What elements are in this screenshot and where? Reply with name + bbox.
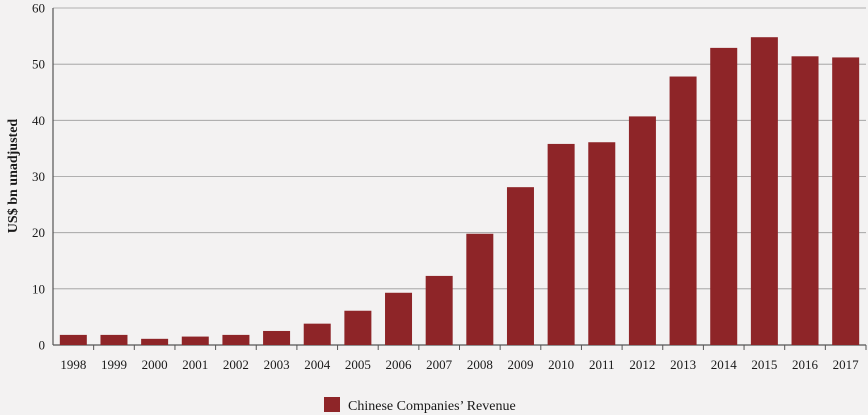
x-tick-label: 2002 bbox=[223, 357, 249, 372]
bar-2008 bbox=[466, 233, 494, 345]
x-tick-label: 2015 bbox=[751, 357, 777, 372]
bar-2017 bbox=[832, 57, 860, 345]
x-tick-label: 2016 bbox=[792, 357, 819, 372]
bar-2011 bbox=[588, 142, 616, 345]
bars bbox=[59, 37, 860, 346]
x-tick-label: 2001 bbox=[182, 357, 208, 372]
y-tick-label: 10 bbox=[32, 281, 45, 296]
bar-2003 bbox=[263, 330, 291, 345]
bar-2004 bbox=[303, 323, 331, 345]
y-tick-label: 30 bbox=[32, 169, 45, 184]
x-tick-label: 2014 bbox=[711, 357, 738, 372]
x-tick-label: 1998 bbox=[60, 357, 86, 372]
bar-2016 bbox=[791, 56, 819, 345]
bar-2000 bbox=[141, 338, 169, 345]
x-tick-label: 1999 bbox=[101, 357, 127, 372]
x-tick-label: 2012 bbox=[629, 357, 655, 372]
y-tick-label: 60 bbox=[32, 1, 45, 16]
legend-label: Chinese Companies’ Revenue bbox=[348, 399, 516, 414]
bar-1998 bbox=[59, 334, 87, 345]
bar-2010 bbox=[547, 143, 575, 345]
y-tick-label: 40 bbox=[32, 113, 45, 128]
x-tick-label: 2009 bbox=[507, 357, 533, 372]
y-axis-title: US$ bn unadjusted bbox=[6, 119, 21, 234]
x-tick-label: 2005 bbox=[345, 357, 371, 372]
x-tick-label: 2011 bbox=[589, 357, 615, 372]
x-tick-label: 2007 bbox=[426, 357, 453, 372]
x-tick-label: 2006 bbox=[386, 357, 413, 372]
bar-2015 bbox=[750, 37, 778, 345]
y-tick-label: 50 bbox=[32, 57, 45, 72]
bar-2007 bbox=[425, 275, 453, 345]
bar-2001 bbox=[181, 336, 209, 345]
legend: Chinese Companies’ Revenue bbox=[324, 397, 516, 414]
bar-1999 bbox=[100, 334, 128, 345]
bar-2013 bbox=[669, 76, 697, 346]
y-axis-ticks: 0 10 20 30 40 50 60 bbox=[32, 1, 45, 353]
x-tick-label: 2008 bbox=[467, 357, 493, 372]
x-tick-label: 2003 bbox=[264, 357, 290, 372]
y-tick-label: 20 bbox=[32, 225, 45, 240]
bar-2005 bbox=[344, 310, 372, 345]
gridlines bbox=[52, 7, 866, 346]
bar-2014 bbox=[710, 47, 738, 346]
bar-2006 bbox=[385, 292, 413, 345]
bar-2009 bbox=[506, 187, 534, 345]
x-tick-label: 2013 bbox=[670, 357, 696, 372]
x-tick-label: 2004 bbox=[304, 357, 331, 372]
x-axis-ticks: 1998 1999 2000 2001 2002 2003 2004 2005 2006 2007… bbox=[60, 345, 867, 372]
bar-2012 bbox=[628, 116, 656, 345]
x-tick-label: 2017 bbox=[833, 357, 860, 372]
legend-swatch bbox=[324, 397, 340, 412]
x-tick-label: 2010 bbox=[548, 357, 574, 372]
x-tick-label: 2000 bbox=[142, 357, 168, 372]
bar-2002 bbox=[222, 334, 250, 345]
y-tick-label: 0 bbox=[39, 338, 46, 353]
